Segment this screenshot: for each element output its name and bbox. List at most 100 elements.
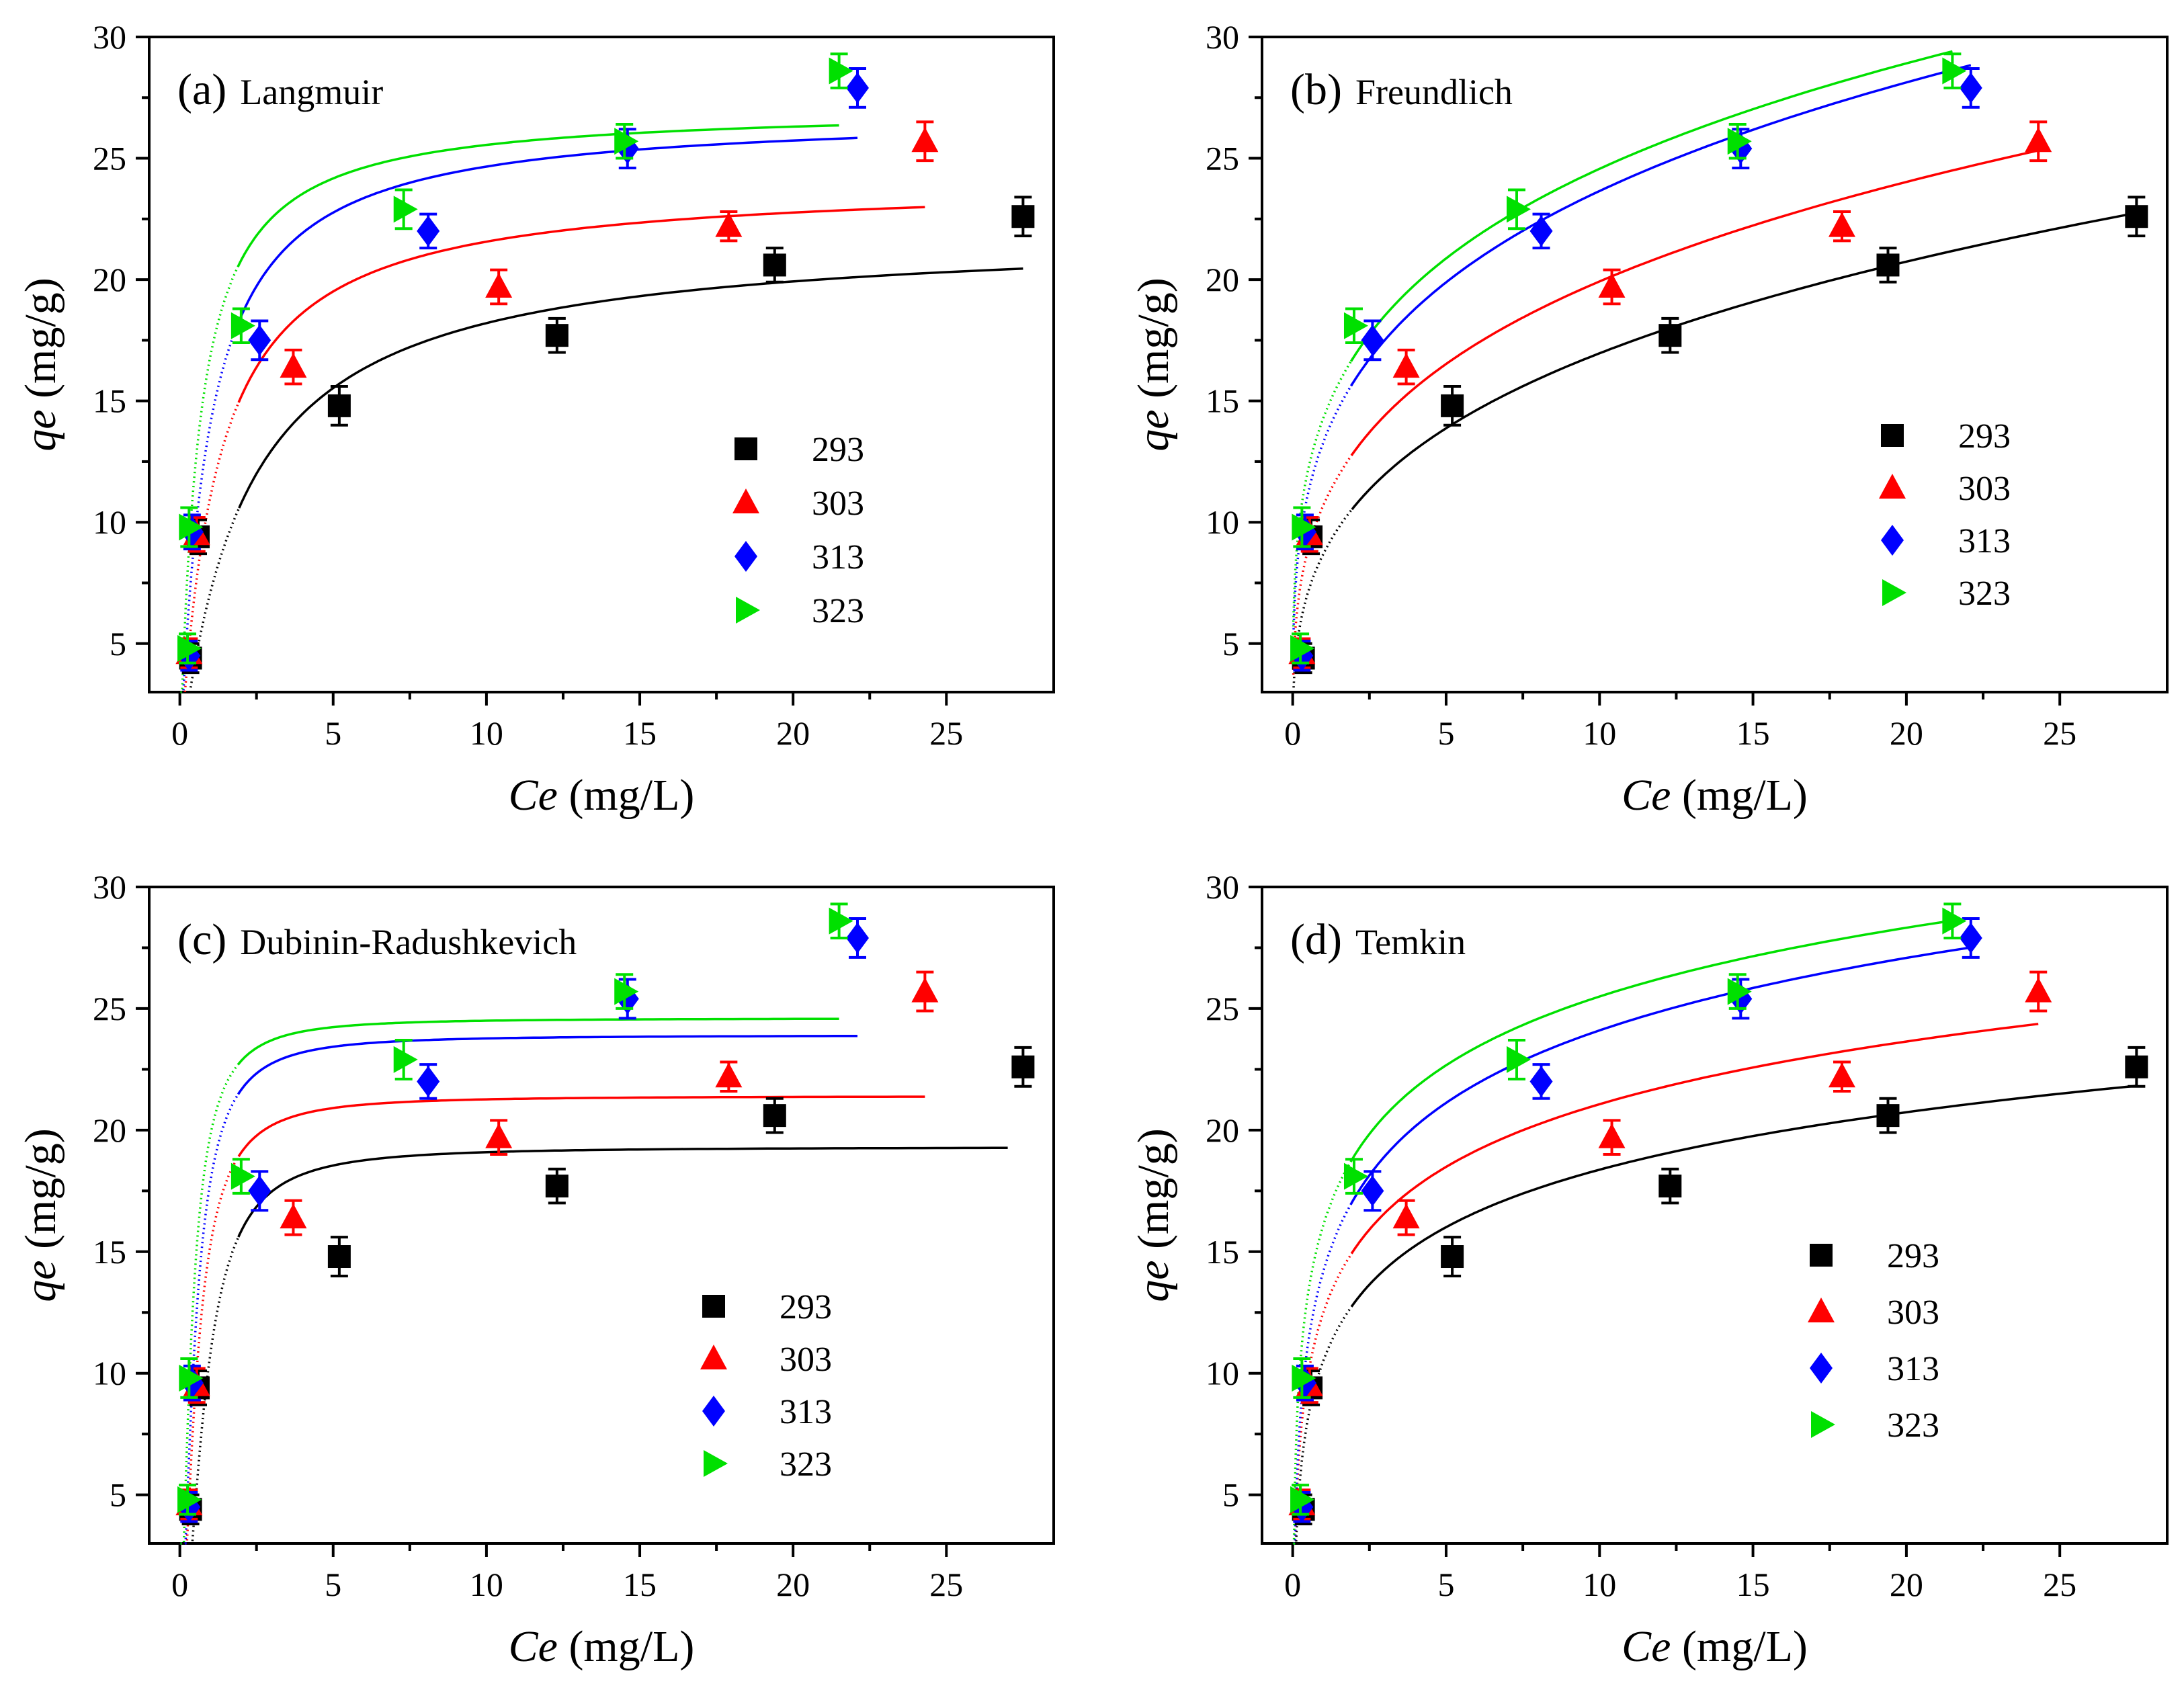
- data-point-323: [1292, 1364, 1316, 1392]
- data-point-293: [1011, 1055, 1035, 1078]
- x-axis-title: Ce (mg/L): [509, 771, 695, 820]
- fit-curve-dotted-313: [180, 318, 242, 693]
- data-point-303: [911, 127, 939, 153]
- y-tick-label: 25: [93, 990, 126, 1027]
- data-point-323: [1343, 312, 1368, 339]
- y-tick-label: 20: [1206, 1111, 1239, 1149]
- x-tick-label: 10: [1583, 714, 1616, 752]
- y-tick-label: 20: [1206, 261, 1239, 298]
- y-axis-var: qe: [16, 409, 65, 451]
- fit-curve-dotted-323: [180, 1061, 241, 1545]
- data-point-303: [1598, 1123, 1626, 1148]
- fit-curve-303: [1350, 149, 2039, 456]
- x-tick-label: 20: [1890, 1566, 1923, 1603]
- x-axis-unit: (mg/L): [558, 1622, 694, 1671]
- x-tick-label: 15: [623, 1566, 657, 1603]
- data-point-323: [1942, 907, 1967, 935]
- data-point-293: [1441, 1245, 1464, 1269]
- fit-curve-303: [237, 206, 925, 403]
- data-point-323: [829, 57, 853, 85]
- data-point-293: [2125, 1055, 2148, 1078]
- y-tick-label: 15: [1206, 1233, 1239, 1271]
- data-point-323: [1506, 1046, 1531, 1073]
- legend-marker-323: [736, 597, 760, 624]
- data-point-313: [1959, 922, 1982, 953]
- y-axis-title: qe (mg/g): [16, 1128, 65, 1302]
- x-tick-label: 15: [623, 714, 657, 752]
- legend-marker-313: [702, 1396, 725, 1427]
- x-tick-label: 20: [776, 1566, 810, 1603]
- x-tick-label: 20: [776, 714, 810, 752]
- plot-frame: [1261, 36, 2169, 693]
- legend-label-313: 313: [1887, 1350, 1939, 1388]
- x-tick-label: 0: [171, 714, 188, 752]
- data-point-323: [1727, 128, 1752, 155]
- fit-curve-323: [237, 124, 839, 267]
- data-point-303: [1392, 1203, 1420, 1229]
- x-axis-var: Ce: [1622, 771, 1671, 820]
- panel-model-name: Langmuir: [240, 72, 383, 112]
- y-tick-label: 10: [93, 1355, 126, 1392]
- x-axis-unit: (mg/L): [1671, 1622, 1807, 1671]
- fit-curve-293: [237, 1146, 1008, 1238]
- data-point-323: [1290, 1486, 1315, 1513]
- x-tick-label: 0: [1284, 1566, 1301, 1603]
- data-point-313: [1361, 325, 1384, 356]
- panel-letter: (a): [177, 65, 226, 114]
- data-point-303: [911, 977, 939, 1003]
- x-tick-label: 5: [325, 714, 341, 752]
- x-axis-title: Ce (mg/L): [509, 1622, 695, 1671]
- y-tick-label: 30: [1206, 868, 1239, 906]
- panel-model-name: Dubinin-Radushkevich: [240, 922, 577, 962]
- legend-label-303: 303: [1958, 470, 2011, 508]
- legend-label-313: 313: [1958, 522, 2011, 560]
- y-axis-title: qe (mg/g): [1129, 278, 1178, 451]
- y-tick-label: 25: [93, 140, 126, 177]
- x-tick-label: 10: [470, 714, 503, 752]
- panel-letter: (b): [1290, 65, 1342, 114]
- data-point-323: [393, 196, 418, 223]
- data-point-323: [177, 1486, 202, 1513]
- data-point-293: [2125, 205, 2148, 228]
- data-point-303: [1392, 353, 1420, 378]
- data-point-323: [179, 513, 204, 541]
- legend-marker-303: [1808, 1298, 1835, 1322]
- x-tick-label: 10: [470, 1566, 503, 1603]
- x-tick-label: 15: [1736, 714, 1770, 752]
- data-point-303: [1598, 272, 1626, 298]
- panel-title: (c) Dubinin-Radushkevich: [177, 915, 577, 964]
- fit-curve-dotted-323: [1292, 357, 1355, 627]
- data-point-313: [845, 72, 869, 103]
- y-tick-label: 5: [1222, 625, 1239, 663]
- data-point-323: [1506, 196, 1531, 223]
- data-point-293: [327, 1245, 351, 1269]
- y-tick-label: 5: [110, 1476, 126, 1514]
- fit-curve-293: [1351, 212, 2137, 511]
- y-axis-unit: (mg/g): [1129, 278, 1178, 409]
- x-axis-var: Ce: [509, 1622, 558, 1671]
- legend-label-313: 313: [780, 1393, 832, 1431]
- x-tick-label: 5: [1437, 1566, 1454, 1603]
- data-point-293: [1876, 1104, 1900, 1128]
- x-axis-unit: (mg/L): [558, 771, 694, 820]
- fit-curve-293: [238, 267, 1023, 509]
- y-tick-label: 20: [93, 1111, 126, 1149]
- data-point-323: [829, 907, 853, 935]
- data-point-323: [230, 312, 255, 339]
- data-point-293: [1876, 253, 1900, 277]
- data-point-293: [1658, 1175, 1682, 1198]
- legend-label-293: 293: [1887, 1237, 1939, 1275]
- legend-marker-323: [1811, 1411, 1835, 1438]
- fit-curve-323: [1349, 919, 1953, 1162]
- data-point-313: [248, 325, 271, 356]
- legend-marker-293: [734, 437, 757, 460]
- fit-curve-323: [237, 1017, 839, 1066]
- legend-label-293: 293: [1958, 417, 2011, 456]
- legend-marker-323: [1882, 579, 1906, 606]
- data-point-323: [614, 128, 639, 155]
- data-point-323: [1292, 513, 1316, 541]
- y-axis-unit: (mg/g): [16, 1128, 65, 1260]
- data-point-323: [1343, 1162, 1368, 1190]
